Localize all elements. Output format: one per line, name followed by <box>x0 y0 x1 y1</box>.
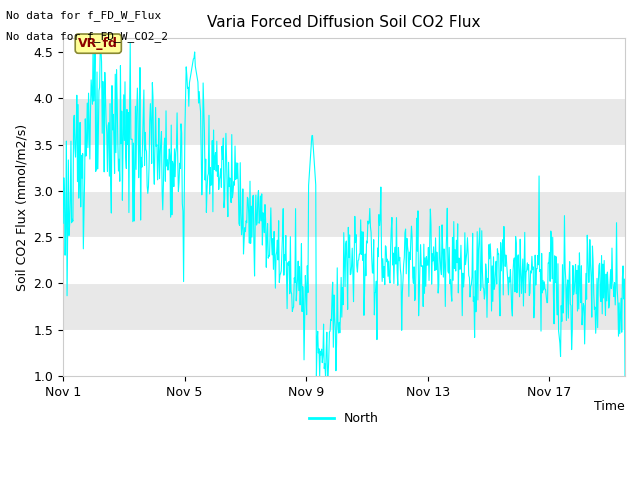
Y-axis label: Soil CO2 Flux (mmol/m2/s): Soil CO2 Flux (mmol/m2/s) <box>15 123 28 290</box>
Text: No data for f_FD_W_Flux: No data for f_FD_W_Flux <box>6 10 162 21</box>
Bar <box>63 98 625 144</box>
Text: VR_fd: VR_fd <box>78 37 118 50</box>
Text: No data for f_FD_W_CO2_2: No data for f_FD_W_CO2_2 <box>6 31 168 42</box>
Bar <box>63 283 625 330</box>
Legend: North: North <box>304 408 384 431</box>
X-axis label: Time: Time <box>595 400 625 413</box>
Title: Varia Forced Diffusion Soil CO2 Flux: Varia Forced Diffusion Soil CO2 Flux <box>207 15 481 30</box>
Bar <box>63 191 625 237</box>
